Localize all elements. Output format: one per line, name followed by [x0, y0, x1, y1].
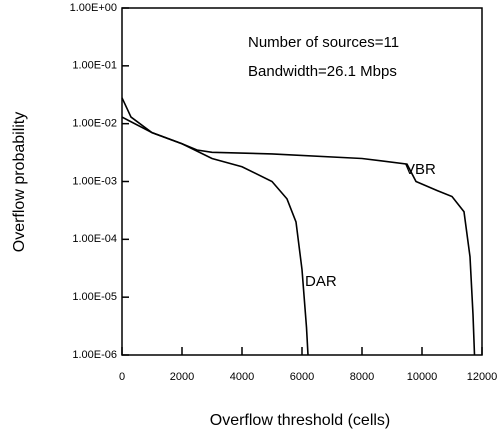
x-tick-label: 8000 [350, 371, 374, 383]
x-tick-label: 2000 [170, 371, 194, 383]
x-tick-label: 0 [119, 371, 125, 383]
y-tick-label: 1.00E-03 [72, 175, 117, 187]
y-axis-title: Overflow probability [11, 112, 28, 253]
annotation: Bandwidth=26.1 Mbps [248, 63, 397, 80]
line [121, 97, 309, 356]
plot-frame [121, 7, 483, 356]
annotation: Number of sources=11 [248, 34, 399, 51]
x-tick-label: 12000 [467, 371, 498, 383]
x-tick-label: 6000 [290, 371, 314, 383]
x-tick-label: 10000 [407, 371, 438, 383]
y-tick-label: 1.00E+00 [70, 2, 117, 14]
y-tick-label: 1.00E-04 [72, 233, 117, 245]
y-tick-label: 1.00E-02 [72, 118, 117, 130]
y-tick-label: 1.00E-05 [72, 291, 117, 303]
series-label: DAR [305, 273, 337, 290]
line [121, 116, 476, 356]
x-tick-label: 4000 [230, 371, 254, 383]
series-label: VBR [405, 161, 436, 178]
y-tick-label: 1.00E-01 [72, 60, 117, 72]
y-tick-label: 1.00E-06 [72, 349, 117, 361]
x-axis-title: Overflow threshold (cells) [210, 412, 391, 429]
